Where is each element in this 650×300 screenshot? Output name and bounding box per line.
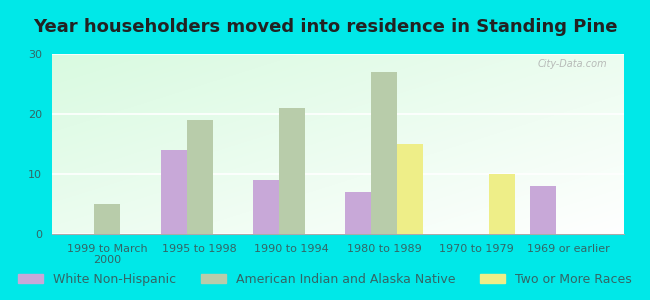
Bar [530,186,556,234]
Bar [161,150,187,234]
Bar [187,120,213,234]
Bar [253,180,279,234]
Bar [345,192,371,234]
Text: City-Data.com: City-Data.com [537,59,607,69]
Bar [397,144,423,234]
Bar [279,108,305,234]
Text: Year householders moved into residence in Standing Pine: Year householders moved into residence i… [32,18,617,36]
Legend: White Non-Hispanic, American Indian and Alaska Native, Two or More Races: White Non-Hispanic, American Indian and … [13,268,637,291]
Bar [489,174,515,234]
Bar [94,204,120,234]
Bar [371,72,397,234]
